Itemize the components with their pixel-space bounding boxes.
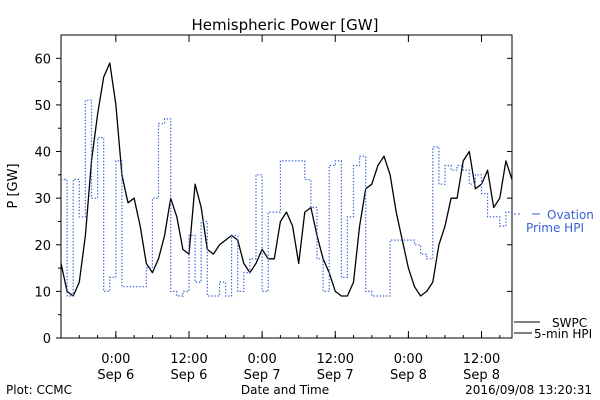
y-tick-label: 10: [34, 285, 51, 300]
x-tick-label-time: 0:00: [394, 352, 423, 367]
x-tick-label-date: Sep 7: [317, 368, 354, 383]
y-axis: 0 10 20 30 40 50 60: [34, 52, 512, 347]
ovation-prime-line: [61, 99, 512, 297]
y-tick-label: 20: [34, 239, 51, 254]
legend-ovation-label-2: Prime HPI: [526, 221, 584, 235]
x-tick-label-date: Sep 8: [390, 368, 427, 383]
y-tick-label: 50: [34, 99, 51, 114]
chart-title: Hemispheric Power [GW]: [192, 16, 379, 34]
y-axis-label: P [GW]: [6, 163, 21, 208]
legend-ovation-label: Ovation: [547, 208, 594, 222]
plot-frame: [60, 34, 513, 339]
y-tick-label: 60: [34, 52, 51, 67]
legend-swpc-label: SWPC: [552, 316, 587, 330]
x-tick-label-date: Sep 6: [97, 368, 134, 383]
x-tick-label-time: 12:00: [317, 352, 354, 367]
x-tick-label-date: Sep 6: [171, 368, 208, 383]
plot-credit: Plot: CCMC: [6, 383, 72, 397]
y-tick-label: 30: [34, 192, 51, 207]
swpc-hpi-line: [60, 62, 513, 297]
x-tick-label-time: 12:00: [170, 352, 207, 367]
series-layer: [60, 62, 513, 297]
x-axis-label: Date and Time: [241, 383, 329, 397]
y-tick-label: 40: [34, 146, 51, 161]
y-tick-label: 0: [43, 332, 51, 347]
x-tick-label-date: Sep 7: [244, 368, 281, 383]
x-tick-label-time: 12:00: [463, 352, 500, 367]
x-tick-label-time: 0:00: [101, 352, 130, 367]
plot-timestamp: 2016/09/08 13:20:31: [465, 383, 592, 397]
x-tick-label-date: Sep 8: [463, 368, 500, 383]
legend-swpc-label-2: 5-min HPI: [534, 327, 592, 341]
x-tick-label-time: 0:00: [248, 352, 277, 367]
